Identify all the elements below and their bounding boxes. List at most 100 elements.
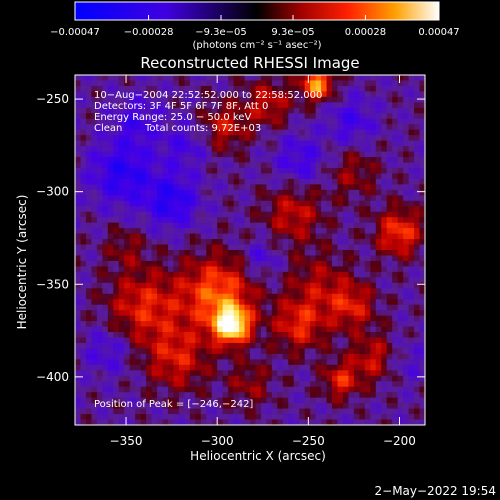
heatmap-cell	[75, 282, 81, 289]
heatmap-cell	[414, 195, 420, 202]
heatmap-cell	[332, 233, 338, 240]
heatmap-cell	[200, 91, 207, 98]
heatmap-cell	[310, 211, 317, 218]
heatmap-cell	[113, 260, 120, 267]
heatmap-cell	[146, 299, 152, 306]
heatmap-cell	[222, 364, 229, 371]
heatmap-cell	[217, 397, 224, 404]
heatmap-cell	[282, 414, 289, 420]
heatmap-cell	[260, 135, 267, 142]
heatmap-cell	[244, 397, 251, 404]
heatmap-cell	[239, 332, 245, 338]
heatmap-cell	[304, 124, 311, 131]
heatmap-cell	[239, 408, 245, 415]
heatmap-cell	[102, 299, 109, 306]
heatmap-cell	[397, 392, 404, 399]
heatmap-cell	[167, 386, 174, 393]
heatmap-cell	[370, 200, 377, 207]
heatmap-cell	[135, 288, 142, 295]
heatmap-cell	[217, 282, 224, 289]
heatmap-cell	[178, 228, 185, 234]
heatmap-cell	[386, 403, 393, 409]
heatmap-cell	[118, 359, 125, 366]
heatmap-cell	[239, 102, 245, 109]
heatmap-cell	[80, 260, 87, 267]
heatmap-cell	[118, 337, 125, 344]
heatmap-cell	[189, 310, 196, 317]
heatmap-cell	[244, 140, 251, 147]
heatmap-cell	[178, 118, 185, 125]
heatmap-cell	[359, 91, 366, 98]
heatmap-cell	[217, 304, 224, 311]
heatmap-cell	[157, 342, 163, 349]
heatmap-cell	[271, 321, 278, 327]
heatmap-cell	[353, 304, 360, 311]
heatmap-cell	[107, 239, 114, 245]
heatmap-cell	[96, 233, 103, 240]
heatmap-cell	[255, 321, 262, 327]
heatmap-cell	[206, 233, 213, 240]
heatmap-cell	[321, 332, 327, 338]
heatmap-cell	[260, 397, 267, 404]
heatmap-cell	[271, 244, 278, 251]
heatmap-cell	[342, 408, 349, 415]
heatmap-cell	[277, 397, 284, 404]
heatmap-cell	[184, 282, 191, 289]
heatmap-cell	[277, 353, 284, 360]
heatmap-cell	[353, 403, 360, 409]
heatmap-cell	[255, 419, 262, 425]
heatmap-cell	[375, 118, 382, 125]
heatmap-cell	[299, 277, 306, 284]
heatmap-cell	[217, 414, 224, 420]
heatmap-cell	[189, 184, 196, 191]
heatmap-cell	[146, 96, 152, 103]
heatmap-cell	[348, 353, 355, 360]
heatmap-cell	[217, 326, 224, 333]
heatmap-cell	[167, 419, 174, 425]
heatmap-cell	[233, 228, 240, 234]
heatmap-cell	[75, 222, 81, 229]
heatmap-cell	[419, 85, 425, 92]
heatmap-cell	[266, 85, 273, 92]
heatmap-cell	[239, 375, 245, 382]
heatmap-cell	[260, 266, 267, 273]
heatmap-cell	[217, 277, 224, 284]
heatmap-cell	[266, 364, 273, 371]
heatmap-cell	[244, 222, 251, 229]
heatmap-cell	[178, 321, 185, 327]
heatmap-cell	[173, 239, 180, 245]
heatmap-cell	[353, 326, 360, 333]
heatmap-cell	[162, 419, 169, 425]
heatmap-cell	[282, 386, 289, 393]
heatmap-cell	[419, 337, 425, 344]
heatmap-cell	[408, 157, 415, 163]
heatmap-cell	[392, 173, 399, 180]
heatmap-cell	[364, 140, 371, 147]
heatmap-cell	[271, 135, 278, 142]
heatmap-cell	[222, 85, 229, 92]
heatmap-cell	[91, 211, 98, 218]
heatmap-cell	[162, 91, 169, 98]
heatmap-cell	[359, 233, 366, 240]
heatmap-cell	[386, 167, 393, 174]
heatmap-cell	[244, 288, 251, 295]
heatmap-cell	[211, 217, 218, 224]
heatmap-cell	[271, 184, 278, 191]
heatmap-cell	[370, 271, 377, 278]
heatmap-cell	[353, 364, 360, 371]
heatmap-cell	[200, 129, 207, 136]
heatmap-cell	[408, 293, 415, 300]
heatmap-cell	[195, 189, 202, 196]
heatmap-cell	[178, 135, 185, 142]
heatmap-cell	[80, 96, 87, 103]
heatmap-cell	[102, 370, 109, 377]
heatmap-cell	[315, 239, 322, 245]
heatmap-cell	[222, 332, 229, 338]
heatmap-cell	[75, 403, 81, 409]
heatmap-cell	[228, 239, 234, 245]
heatmap-cell	[107, 222, 114, 229]
heatmap-cell	[211, 386, 218, 393]
heatmap-cell	[277, 326, 284, 333]
heatmap-cell	[266, 75, 273, 81]
heatmap-cell	[75, 364, 81, 371]
